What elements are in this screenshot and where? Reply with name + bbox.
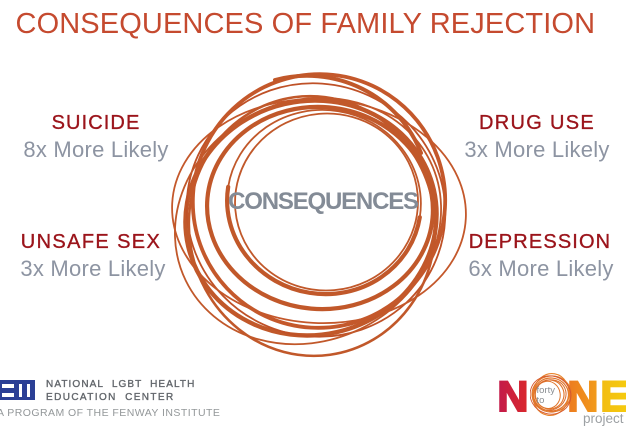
svg-text:E: E xyxy=(600,373,626,421)
svg-text:N: N xyxy=(567,373,598,421)
svg-text:N: N xyxy=(497,373,528,421)
